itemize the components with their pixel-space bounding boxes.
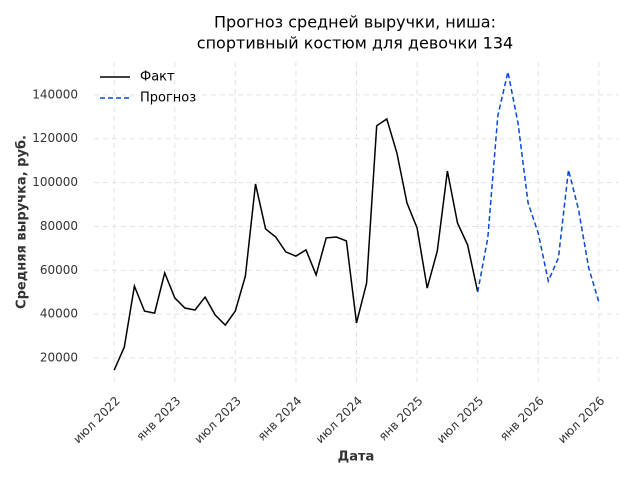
y-tick-label: 140000 xyxy=(32,87,78,101)
x-tick-label: янв 2025 xyxy=(376,394,426,444)
x-tick-label: июл 2022 xyxy=(71,394,123,446)
legend-label: Прогноз xyxy=(140,91,196,106)
x-tick-label: июл 2025 xyxy=(434,394,486,446)
y-tick-label: 80000 xyxy=(40,219,78,233)
chart-subtitle: спортивный костюм для девочки 134 xyxy=(197,34,513,53)
x-tick-label: июл 2026 xyxy=(555,394,607,446)
x-tick-label: июл 2024 xyxy=(313,394,365,446)
x-tick-label: янв 2024 xyxy=(255,394,305,444)
x-tick-label: янв 2026 xyxy=(497,394,547,444)
y-axis-label: Средняя выручка, руб. xyxy=(15,135,30,309)
y-tick-label: 100000 xyxy=(32,175,78,189)
x-axis-label: Дата xyxy=(338,450,375,465)
y-tick-label: 120000 xyxy=(32,131,78,145)
y-tick-label: 40000 xyxy=(40,307,78,321)
x-tick-label: янв 2023 xyxy=(134,394,184,444)
series-line xyxy=(476,71,600,303)
y-tick-label: 60000 xyxy=(40,263,78,277)
x-tick-label: июл 2023 xyxy=(192,394,244,446)
chart-title: Прогноз средней выручки, ниша: xyxy=(214,13,496,32)
legend-label: Факт xyxy=(140,70,175,85)
series-line xyxy=(113,117,479,371)
y-tick-label: 20000 xyxy=(40,351,78,365)
